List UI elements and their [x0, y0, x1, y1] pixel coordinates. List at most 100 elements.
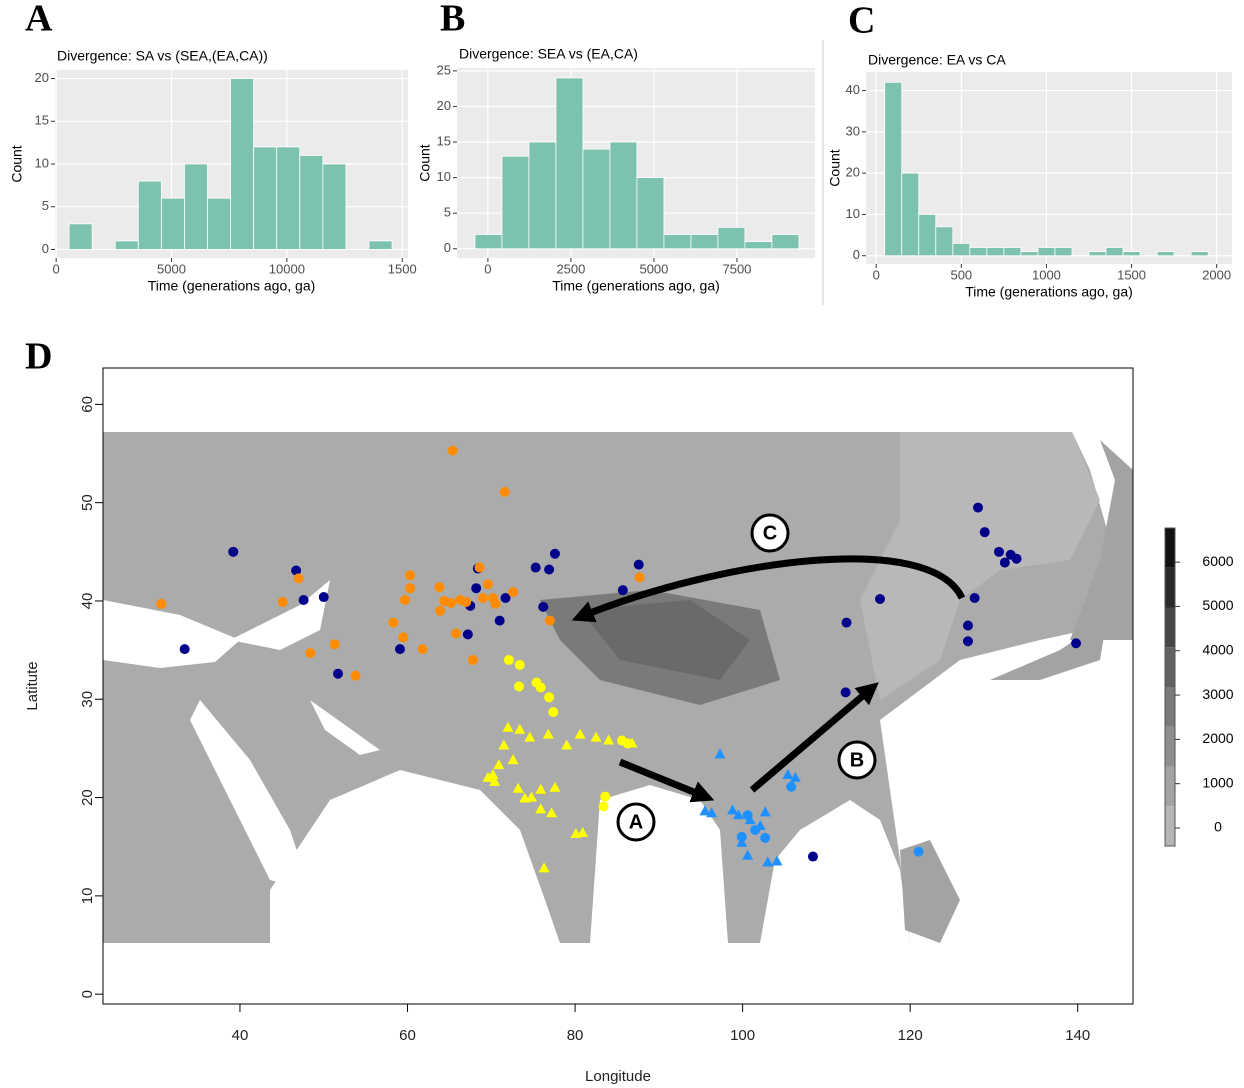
- bar: [953, 243, 970, 255]
- point: [478, 593, 488, 603]
- point: [468, 655, 478, 665]
- point: [618, 585, 628, 595]
- colorbar-band: [1165, 767, 1175, 807]
- point: [841, 687, 851, 697]
- point: [515, 660, 525, 670]
- x-tick-label: 100: [730, 1027, 755, 1044]
- point: [514, 681, 524, 691]
- colorbar-tick-label: 0: [1214, 819, 1222, 835]
- point: [973, 503, 983, 513]
- x-tick-label: 0: [873, 267, 880, 282]
- map-background: [103, 368, 1133, 1004]
- x-tick-label: 2500: [556, 261, 585, 276]
- point: [504, 655, 514, 665]
- point: [305, 648, 315, 658]
- annotation: A: [629, 811, 643, 833]
- y-axis-label: Count: [9, 145, 25, 182]
- point: [446, 598, 456, 608]
- panel-label: C: [848, 0, 875, 42]
- y-axis-label: Count: [417, 144, 433, 181]
- bar: [277, 147, 300, 250]
- bar: [691, 235, 718, 249]
- bar: [254, 147, 277, 250]
- point: [475, 563, 485, 573]
- colorbar-band: [1165, 528, 1175, 568]
- bar: [556, 78, 583, 249]
- bar: [1004, 247, 1021, 255]
- bar: [745, 242, 772, 249]
- y-tick-label: 5: [42, 198, 49, 213]
- point: [451, 628, 461, 638]
- y-axis-label: Count: [827, 149, 843, 186]
- bar: [529, 142, 556, 249]
- point: [400, 595, 410, 605]
- x-tick-label: 7500: [722, 261, 751, 276]
- bar: [184, 164, 207, 249]
- point: [405, 570, 415, 580]
- bar: [323, 164, 346, 249]
- colorbar-tick-label: 1000: [1202, 774, 1233, 790]
- point: [1012, 554, 1022, 564]
- chart-title: Divergence: SA vs (SEA,(EA,CA)): [57, 48, 268, 64]
- bar: [475, 235, 502, 249]
- x-tick-label: 60: [399, 1027, 416, 1044]
- point: [156, 599, 166, 609]
- y-tick-label: 10: [437, 169, 451, 184]
- point: [1071, 638, 1081, 648]
- x-tick-label: 1500: [388, 261, 417, 276]
- bar: [664, 235, 691, 249]
- y-tick-label: 20: [35, 70, 49, 85]
- x-tick-label: 5000: [639, 261, 668, 276]
- y-tick-label: 60: [79, 396, 96, 413]
- bar: [1038, 247, 1055, 255]
- figure: 0510152005000100001500Divergence: SA vs …: [0, 0, 1244, 1088]
- bar: [902, 173, 919, 256]
- point: [875, 594, 885, 604]
- point: [635, 572, 645, 582]
- bar: [637, 178, 664, 249]
- point: [330, 639, 340, 649]
- point: [808, 852, 818, 862]
- point: [434, 582, 444, 592]
- y-tick-label: 0: [853, 247, 860, 262]
- colorbar-band: [1165, 687, 1175, 727]
- point: [495, 616, 505, 626]
- y-tick-label: 30: [79, 691, 96, 708]
- point: [538, 602, 548, 612]
- y-tick-label: 0: [444, 240, 451, 255]
- point: [448, 446, 458, 456]
- annotation: B: [850, 749, 864, 771]
- bar: [369, 241, 392, 250]
- point: [786, 782, 796, 792]
- bar: [718, 227, 745, 248]
- bar: [161, 198, 184, 249]
- point: [500, 487, 510, 497]
- bar: [970, 247, 987, 255]
- panel-label: B: [440, 0, 465, 40]
- y-tick-label: 10: [846, 206, 860, 221]
- bar: [300, 155, 323, 249]
- y-tick-label: 50: [79, 494, 96, 511]
- y-tick-label: 10: [79, 888, 96, 905]
- y-tick-label: 30: [846, 123, 860, 138]
- chart-title: Divergence: EA vs CA: [868, 52, 1006, 68]
- point: [531, 563, 541, 573]
- bar: [502, 156, 529, 249]
- point: [395, 644, 405, 654]
- x-tick-label: 10000: [269, 261, 305, 276]
- point: [970, 593, 980, 603]
- bar: [231, 79, 254, 250]
- bar: [610, 142, 637, 249]
- point: [333, 669, 343, 679]
- point: [544, 565, 554, 575]
- x-tick-label: 80: [567, 1027, 584, 1044]
- x-axis-label: Time (generations ago, ga): [148, 278, 316, 294]
- y-tick-label: 0: [42, 241, 49, 256]
- chart-title: Divergence: SEA vs (EA,CA): [459, 46, 638, 62]
- bar: [69, 224, 92, 250]
- y-tick-label: 20: [846, 165, 860, 180]
- colorbar-band: [1165, 608, 1175, 648]
- page: 0510152005000100001500Divergence: SA vs …: [0, 0, 1244, 1088]
- bar: [936, 227, 953, 256]
- point: [471, 583, 481, 593]
